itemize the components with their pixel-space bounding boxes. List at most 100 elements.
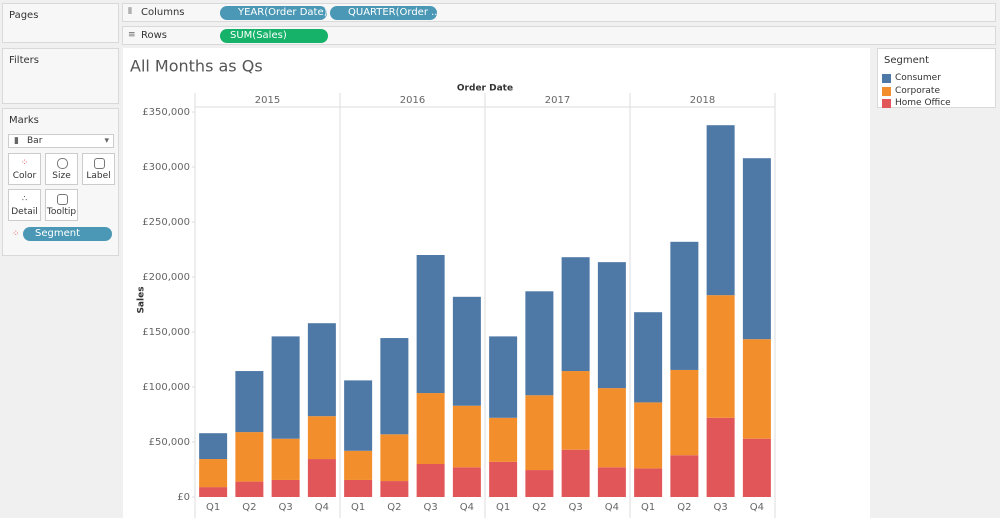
- year-label: 2017: [545, 95, 570, 106]
- x-tick-label: Q1: [496, 502, 510, 513]
- bar-segment: [670, 241, 699, 370]
- y-axis-title: Sales: [137, 286, 147, 313]
- y-tick-label: £0: [177, 492, 190, 503]
- legend-panel: Segment Consumer Corporate Home Office: [877, 48, 996, 108]
- columns-shelf: ⦀ Columns YEAR(Order Date) QUARTER(Order…: [122, 3, 996, 22]
- bar-segment: [561, 257, 590, 372]
- y-tick-label: £200,000: [142, 272, 190, 283]
- bar-segment: [742, 339, 771, 439]
- y-tick-label: £350,000: [142, 107, 190, 118]
- bar-segment: [452, 405, 481, 468]
- bar-segment: [452, 467, 481, 497]
- x-tick-label: Q3: [569, 502, 583, 513]
- bar-segment: [344, 479, 373, 497]
- bar-segment: [199, 433, 228, 460]
- x-tick-label: Q4: [605, 502, 619, 513]
- tooltip-button[interactable]: Tooltip: [45, 189, 78, 221]
- rows-icon: ≡: [128, 30, 136, 40]
- detail-button[interactable]: ∴ Detail: [8, 189, 41, 221]
- bar-segment: [706, 417, 735, 497]
- color-icon: ⁘: [12, 229, 20, 239]
- year-pill[interactable]: YEAR(Order Date): [220, 6, 327, 20]
- bar-segment: [307, 459, 336, 497]
- bar-segment: [344, 380, 373, 451]
- bar-segment: [561, 449, 590, 497]
- x-tick-label: Q1: [641, 502, 655, 513]
- bar-segment: [307, 323, 336, 417]
- bar-segment: [742, 438, 771, 497]
- color-button[interactable]: ⁘ Color: [8, 153, 41, 185]
- bar-segment: [561, 371, 590, 450]
- segment-pill[interactable]: Segment: [23, 227, 112, 241]
- y-tick-label: £300,000: [142, 162, 190, 173]
- legend-item[interactable]: Corporate: [882, 85, 940, 97]
- bar-segment: [670, 369, 699, 456]
- filters-panel: Filters: [2, 48, 119, 104]
- bar-segment: [489, 417, 518, 462]
- bar-segment: [525, 395, 554, 471]
- pages-panel: Pages: [2, 3, 119, 43]
- bar-segment: [452, 296, 481, 406]
- mark-type: Bar: [27, 136, 43, 146]
- filters-title: Filters: [9, 55, 39, 66]
- y-tick-label: £250,000: [142, 217, 190, 228]
- columns-label: Columns: [141, 7, 185, 18]
- chart-title: All Months as Qs: [130, 57, 263, 76]
- bar-segment: [380, 338, 409, 435]
- bar-segment: [271, 336, 300, 439]
- x-axis-title: Order Date: [457, 84, 513, 94]
- legend-swatch: [882, 86, 891, 96]
- legend-item[interactable]: Consumer: [882, 72, 941, 84]
- rows-shelf: ≡ Rows SUM(Sales): [122, 26, 996, 45]
- bar-segment: [416, 393, 445, 464]
- rows-label: Rows: [141, 30, 168, 41]
- x-tick-label: Q4: [460, 502, 474, 513]
- bar-segment: [344, 450, 373, 480]
- columns-icon: ⦀: [128, 7, 132, 17]
- legend-title: Segment: [884, 55, 929, 66]
- x-tick-label: Q4: [315, 502, 329, 513]
- x-tick-label: Q2: [677, 502, 691, 513]
- quarter-pill[interactable]: QUARTER(Order ..: [330, 6, 437, 20]
- bar-segment: [235, 371, 264, 433]
- bar-segment: [489, 336, 518, 418]
- bar-segment: [706, 125, 735, 296]
- button-label: Detail: [11, 207, 38, 217]
- bar-segment: [235, 481, 264, 497]
- x-tick-label: Q2: [387, 502, 401, 513]
- legend-label: Home Office: [895, 98, 951, 108]
- x-tick-label: Q4: [750, 502, 764, 513]
- label-button[interactable]: Label: [82, 153, 115, 185]
- x-tick-label: Q3: [279, 502, 293, 513]
- year-label: 2015: [255, 95, 280, 106]
- marks-panel: Marks ▮ Bar ▾ ⁘ Color Size Label ∴ Detail To…: [2, 108, 119, 256]
- x-tick-label: Q2: [242, 502, 256, 513]
- bar-segment: [742, 158, 771, 340]
- bar-segment: [307, 416, 336, 460]
- bar-segment: [199, 487, 228, 497]
- bar-segment: [271, 479, 300, 497]
- bar-segment: [525, 291, 554, 396]
- x-tick-label: Q3: [424, 502, 438, 513]
- y-tick-label: £100,000: [142, 382, 190, 393]
- legend-item[interactable]: Home Office: [882, 97, 951, 109]
- bar-segment: [416, 464, 445, 497]
- marks-title: Marks: [9, 115, 39, 126]
- bar-segment: [634, 312, 663, 403]
- bar-segment: [199, 459, 228, 488]
- bar-segment: [706, 295, 735, 418]
- size-button[interactable]: Size: [45, 153, 78, 185]
- button-label: Tooltip: [46, 207, 77, 217]
- bar-segment: [525, 470, 554, 497]
- bar-segment: [416, 255, 445, 394]
- bar-segment: [597, 467, 626, 497]
- x-tick-label: Q3: [714, 502, 728, 513]
- mark-type-dropdown[interactable]: ▮ Bar ▾: [8, 134, 114, 148]
- bar-segment: [489, 461, 518, 497]
- bar-segment: [597, 388, 626, 468]
- bar-segment: [670, 455, 699, 497]
- button-label: Size: [52, 171, 71, 181]
- sales-pill[interactable]: SUM(Sales): [220, 29, 328, 43]
- y-tick-label: £150,000: [142, 327, 190, 338]
